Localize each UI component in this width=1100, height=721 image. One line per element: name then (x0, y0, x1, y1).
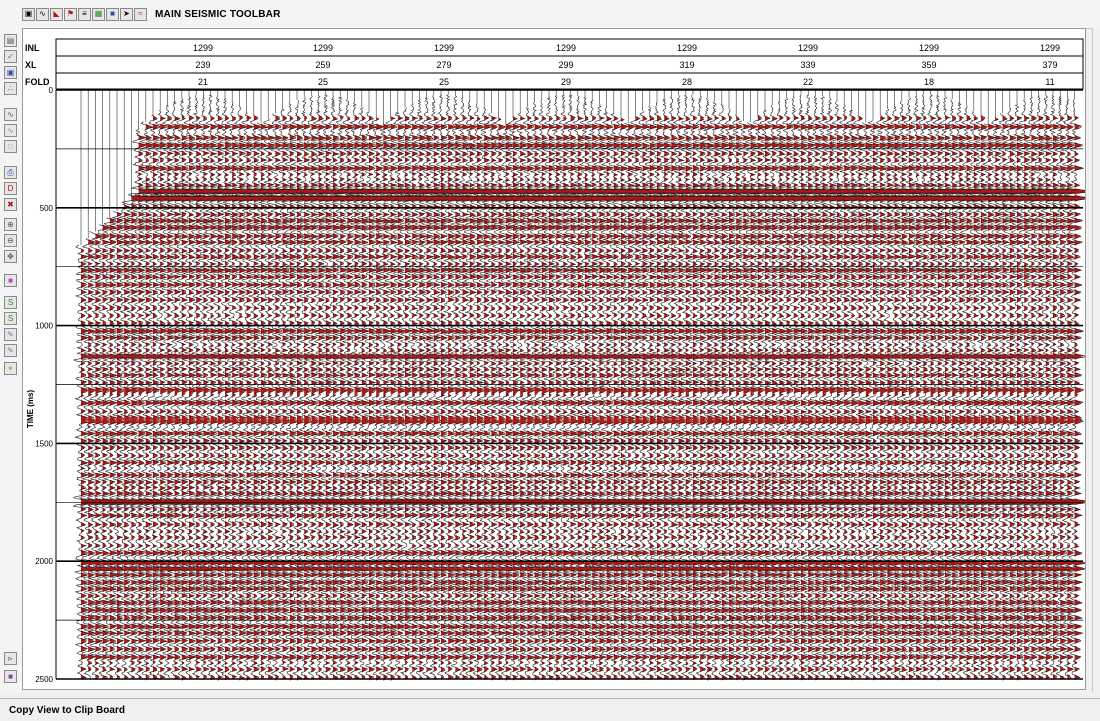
time-tick-label: 2500 (35, 675, 53, 684)
window-edge (1092, 28, 1100, 692)
seismic-display[interactable]: 1299 239 21 1299 259 25 1299 279 25 1299 299 29 1299… (23, 29, 1085, 689)
header-inl-value: 1299 (1040, 43, 1060, 53)
status-text: Copy View to Clip Board (9, 704, 125, 716)
header-inl-value: 1299 (919, 43, 939, 53)
header-row-label: XL (25, 60, 37, 70)
header-fold-value: 29 (561, 77, 571, 87)
header-fold-value: 21 (198, 77, 208, 87)
header-fold-value: 11 (1045, 77, 1054, 87)
wave-icon[interactable]: ∿ (36, 7, 49, 21)
waves-icon[interactable]: ≈ (134, 7, 147, 21)
header-row-label: INL (25, 43, 40, 53)
purple-icon[interactable]: ■ (4, 670, 17, 683)
wiggle-traces (72, 90, 1085, 681)
time-grid (55, 89, 1083, 680)
time-tick-label: 500 (40, 204, 54, 213)
header-inl-value: 1299 (313, 43, 333, 53)
green-check-icon[interactable]: ✓ (4, 50, 17, 63)
zoom-icon[interactable]: ⊕ (4, 218, 17, 231)
green-s1-icon[interactable]: S (4, 296, 17, 309)
header-xl-value: 239 (195, 60, 210, 70)
header-xl-value: 359 (921, 60, 936, 70)
display-icon[interactable]: ▣ (4, 66, 17, 79)
pick2-icon[interactable]: ✎ (4, 344, 17, 357)
red-flag-icon[interactable]: ⚑ (64, 7, 77, 21)
gray-box-icon[interactable]: □ (4, 140, 17, 153)
green-grid-icon[interactable]: ▦ (92, 7, 105, 21)
x-icon[interactable]: ✖ (4, 198, 17, 211)
header-fold-value: 25 (318, 77, 328, 87)
def-icon[interactable]: ∴ (4, 82, 17, 95)
header-row-label: FOLD (25, 77, 50, 87)
header-fold-value: 28 (682, 77, 692, 87)
header-fold-value: 18 (924, 77, 934, 87)
header-inl-value: 1299 (677, 43, 697, 53)
time-tick-label: 0 (49, 86, 54, 95)
print-icon[interactable]: ⎙ (4, 166, 17, 179)
blue-square-icon[interactable]: ■ (106, 7, 119, 21)
green-s2-icon[interactable]: S (4, 312, 17, 325)
header-xl-value: 299 (558, 60, 573, 70)
header-fold-value: 25 (439, 77, 449, 87)
time-axis-label: TIME (ms) (26, 390, 35, 429)
yellow-icon[interactable]: ✶ (4, 362, 17, 375)
cursor-icon[interactable]: ▹ (4, 652, 17, 665)
header-inl-value: 1299 (556, 43, 576, 53)
header-xl-value: 339 (800, 60, 815, 70)
data-icon[interactable]: ▤ (4, 34, 17, 47)
toolbar-icons: ▣ ∿ ◣ ⚑ ≡ ▦ ■ ➤ ≈ (22, 7, 147, 21)
gray-wave-icon[interactable]: ∿ (4, 124, 17, 137)
zoom-out-icon[interactable]: ⊖ (4, 234, 17, 247)
red-wedge-icon[interactable]: ◣ (50, 7, 63, 21)
header-inl-value: 1299 (434, 43, 454, 53)
toolbar-title: MAIN SEISMIC TOOLBAR (155, 8, 281, 20)
d-icon[interactable]: D (4, 182, 17, 195)
header-fold-value: 22 (803, 77, 813, 87)
header-xl-value: 319 (679, 60, 694, 70)
time-tick-label: 2000 (35, 557, 53, 566)
header-xl-value: 259 (315, 60, 330, 70)
main-toolbar: ▣ ∿ ◣ ⚑ ≡ ▦ ■ ➤ ≈ MAIN SEISMIC TOOLBAR (0, 0, 1100, 29)
header-xl-value: 379 (1042, 60, 1057, 70)
seismic-section-view[interactable]: 1299 239 21 1299 259 25 1299 279 25 1299 299 29 1299… (22, 28, 1086, 690)
status-bar: Copy View to Clip Board (0, 698, 1100, 721)
pick-icon[interactable]: ✎ (4, 328, 17, 341)
header-inl-value: 1299 (798, 43, 818, 53)
time-tick-label: 1000 (35, 322, 53, 331)
pink-icon[interactable]: ■ (4, 274, 17, 287)
left-tool-sidebar: ▤ ✓ ▣ ∴ ∿ ∿ □ ⎙ D ✖ ⊕ ⊖ ✥ ■ S S ✎ ✎ ✶ ▹ ■ (0, 28, 22, 692)
time-tick-label: 1500 (35, 439, 53, 448)
wave-tool-icon[interactable]: ∿ (4, 108, 17, 121)
bars-icon[interactable]: ≡ (78, 7, 91, 21)
header-inl-value: 1299 (193, 43, 213, 53)
trace-header: 1299 239 21 1299 259 25 1299 279 25 1299 299 29 1299… (55, 38, 1084, 90)
header-xl-value: 279 (436, 60, 451, 70)
select-icon[interactable]: ▣ (22, 7, 35, 21)
expand-icon[interactable]: ✥ (4, 250, 17, 263)
pointer-icon[interactable]: ➤ (120, 7, 133, 21)
